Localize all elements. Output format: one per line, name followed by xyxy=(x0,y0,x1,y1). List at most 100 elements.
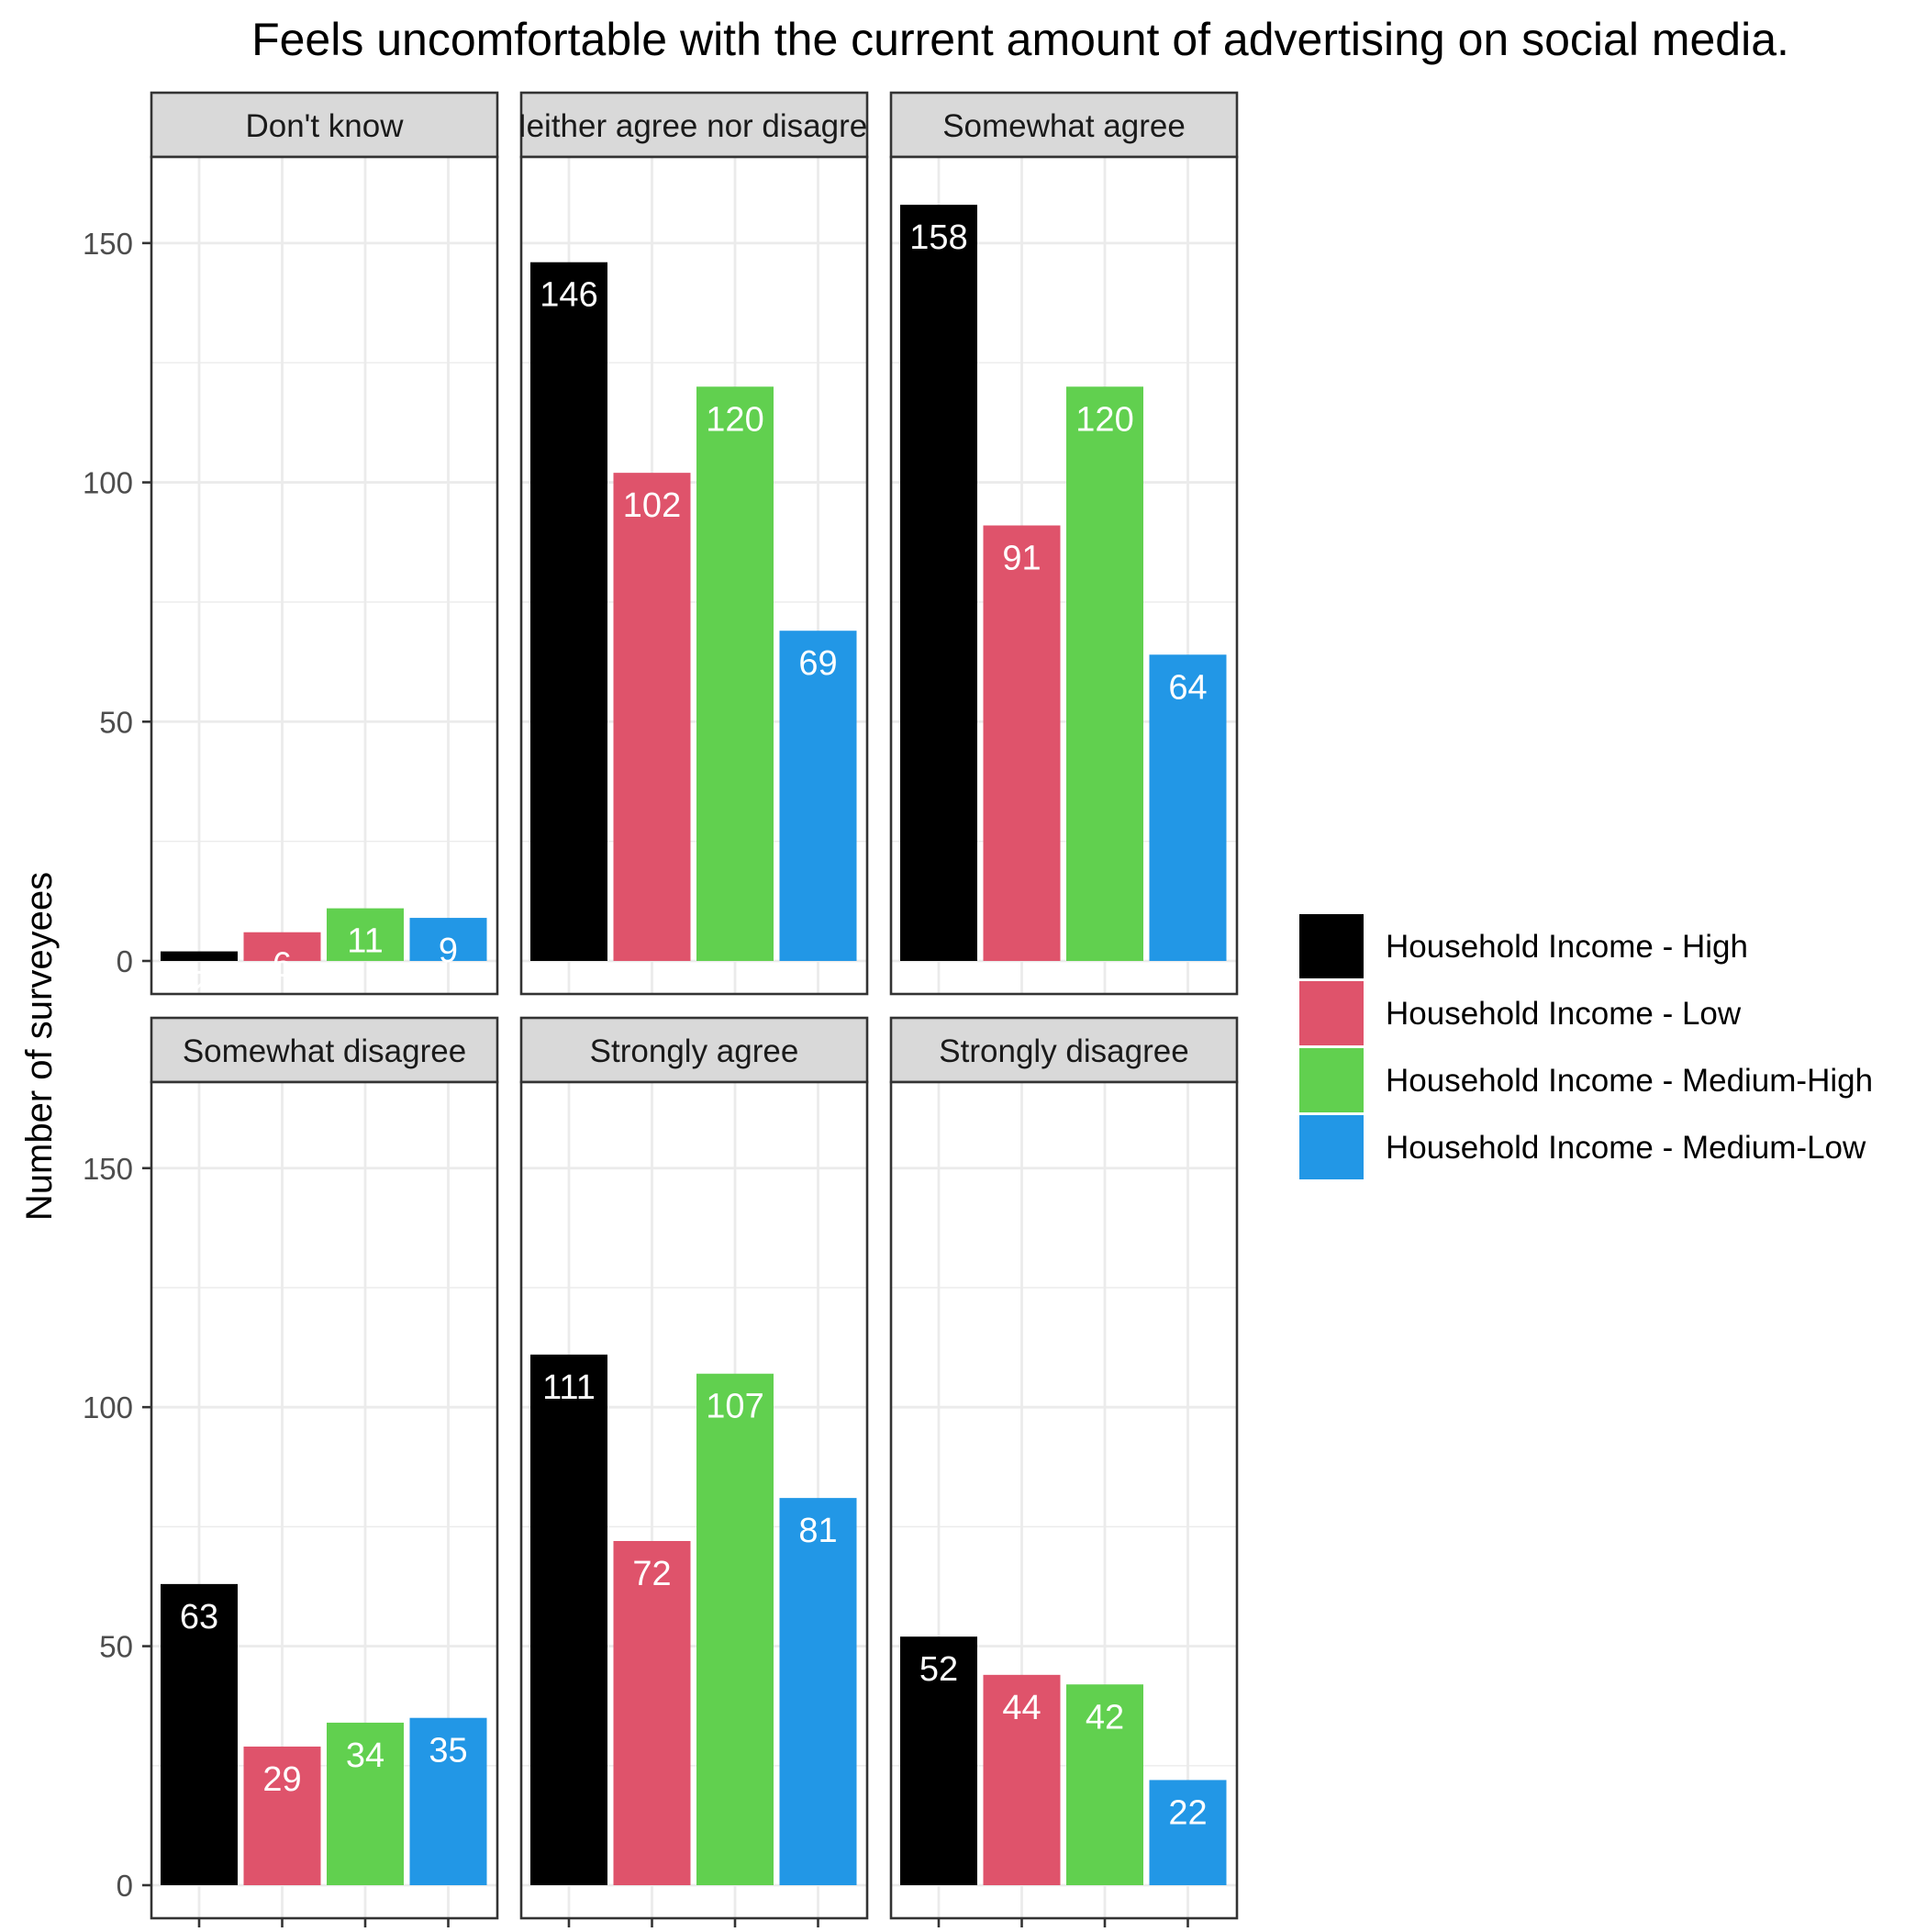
data-label: 9 xyxy=(439,932,458,970)
legend-swatch xyxy=(1299,1048,1364,1112)
data-label: 91 xyxy=(1002,540,1041,578)
panel-strip xyxy=(889,91,1239,159)
bar-strongly-agree-household-income-medium-high xyxy=(696,1373,774,1885)
panel-strip xyxy=(150,1016,499,1084)
legend-item-household-income-low: Household Income - Low xyxy=(1299,981,1742,1045)
y-tick-label: 150 xyxy=(83,1152,133,1186)
data-label: 72 xyxy=(632,1555,671,1593)
data-label: 34 xyxy=(346,1737,384,1775)
bar-strongly-agree-household-income-medium-low xyxy=(779,1498,857,1885)
data-label: 146 xyxy=(540,276,597,315)
bars: 52 44 42 22 xyxy=(900,1636,1227,1885)
legend-item-household-income-medium-high: Household Income - Medium-High xyxy=(1299,1048,1873,1112)
bar-neither-agree-nor-disagree-household-income-medium-high xyxy=(696,386,774,961)
y-tick-label: 50 xyxy=(99,1630,133,1664)
panel-somewhat-disagree: Somewhat disagree 63 29 34 35 0 50 100 150 xyxy=(83,1016,499,1927)
bar-somewhat-disagree-household-income-high xyxy=(161,1583,238,1885)
bar-somewhat-agree-household-income-low xyxy=(983,525,1061,961)
data-label: 64 xyxy=(1168,668,1207,707)
data-label: 107 xyxy=(706,1388,763,1426)
bar-somewhat-agree-household-income-high xyxy=(900,205,977,962)
bar-don-t-know-household-income-high xyxy=(161,951,238,961)
legend: Household Income - High Household Income … xyxy=(1299,914,1873,1179)
panel-strip-label: Somewhat disagree xyxy=(183,1033,466,1069)
bar-strongly-disagree-household-income-low xyxy=(983,1674,1061,1885)
panel-strongly-agree: Strongly agree 111 72 107 81 xyxy=(519,1016,869,1927)
bar-strongly-agree-household-income-low xyxy=(613,1541,691,1885)
data-label: 52 xyxy=(919,1650,958,1689)
y-tick-label: 50 xyxy=(99,705,133,739)
panels: Don't know 2 6 11 9 0 50 100 150 Neither agree no… xyxy=(83,91,1239,1927)
panel-strip xyxy=(519,1016,869,1084)
bars: 2 6 11 9 xyxy=(161,908,487,1004)
bars: 63 29 34 35 xyxy=(161,1583,487,1885)
legend-item-household-income-high: Household Income - High xyxy=(1299,914,1748,978)
panel-strip xyxy=(150,91,499,159)
legend-item-household-income-medium-low: Household Income - Medium-Low xyxy=(1299,1115,1866,1179)
panel-border xyxy=(150,155,499,996)
panel-somewhat-agree: Somewhat agree 158 91 120 64 xyxy=(889,91,1239,996)
data-label: 81 xyxy=(798,1512,837,1550)
bar-strongly-disagree-household-income-high xyxy=(900,1636,977,1885)
panel-border xyxy=(519,1080,869,1920)
data-label: 6 xyxy=(273,946,292,985)
bar-neither-agree-nor-disagree-household-income-low xyxy=(613,473,691,961)
data-label: 69 xyxy=(798,644,837,683)
data-label: 111 xyxy=(542,1368,596,1407)
data-label: 22 xyxy=(1168,1793,1207,1832)
data-label: 35 xyxy=(429,1732,467,1770)
bar-neither-agree-nor-disagree-household-income-high xyxy=(530,262,607,961)
panel-strip-label: Strongly disagree xyxy=(939,1033,1188,1069)
legend-swatch xyxy=(1299,914,1364,978)
bar-somewhat-agree-household-income-medium-low xyxy=(1149,654,1227,961)
bar-don-t-know-household-income-medium-low xyxy=(409,918,487,961)
panel-border xyxy=(150,1080,499,1920)
legend-swatch xyxy=(1299,1115,1364,1179)
data-label: 2 xyxy=(189,966,208,1004)
y-tick-label: 100 xyxy=(83,1390,133,1424)
bar-strongly-disagree-household-income-medium-high xyxy=(1066,1684,1143,1885)
bars: 111 72 107 81 xyxy=(530,1354,857,1885)
data-label: 120 xyxy=(706,400,763,439)
panel-strip xyxy=(519,91,869,159)
y-tick-label: 0 xyxy=(117,944,133,978)
data-label: 102 xyxy=(623,486,681,525)
bar-somewhat-disagree-household-income-medium-high xyxy=(327,1722,404,1885)
panel-border xyxy=(889,155,1239,996)
bar-strongly-agree-household-income-high xyxy=(530,1354,607,1885)
data-label: 11 xyxy=(347,922,383,961)
data-label: 63 xyxy=(180,1598,218,1636)
panel-neither-agree-nor-disagree: Neither agree nor disagree 146 102 120 69 xyxy=(503,91,885,996)
chart-title: Feels uncomfortable with the current amo… xyxy=(251,14,1789,65)
panel-strip xyxy=(889,1016,1239,1084)
bar-somewhat-disagree-household-income-low xyxy=(243,1746,321,1885)
bars: 146 102 120 69 xyxy=(530,262,857,961)
legend-swatch xyxy=(1299,981,1364,1045)
panel-strongly-disagree: Strongly disagree 52 44 42 22 xyxy=(889,1016,1239,1927)
bar-don-t-know-household-income-medium-high xyxy=(327,908,404,961)
bars: 158 91 120 64 xyxy=(900,205,1227,962)
y-axis-label: Number of surveyees xyxy=(19,872,60,1221)
y-tick-label: 0 xyxy=(117,1869,133,1903)
data-label: 120 xyxy=(1075,400,1133,439)
data-label: 44 xyxy=(1002,1689,1041,1727)
panel-strip-label: Don't know xyxy=(245,108,404,144)
bar-somewhat-agree-household-income-medium-high xyxy=(1066,386,1143,961)
y-tick-label: 100 xyxy=(83,466,133,500)
legend-label: Household Income - Medium-Low xyxy=(1386,1130,1866,1166)
bar-don-t-know-household-income-low xyxy=(243,932,321,961)
bar-strongly-disagree-household-income-medium-low xyxy=(1149,1780,1227,1885)
legend-label: Household Income - Low xyxy=(1386,996,1742,1032)
bar-somewhat-disagree-household-income-medium-low xyxy=(409,1717,487,1885)
panel-border xyxy=(889,1080,1239,1920)
panel-strip-label: Neither agree nor disagree xyxy=(503,108,885,144)
panel-don-t-know: Don't know 2 6 11 9 0 50 100 150 xyxy=(83,91,499,1004)
y-tick-label: 150 xyxy=(83,227,133,261)
bar-neither-agree-nor-disagree-household-income-medium-low xyxy=(779,631,857,961)
legend-label: Household Income - High xyxy=(1386,929,1748,965)
panel-strip-label: Somewhat agree xyxy=(942,108,1186,144)
data-label: 29 xyxy=(262,1760,301,1799)
panel-border xyxy=(519,155,869,996)
